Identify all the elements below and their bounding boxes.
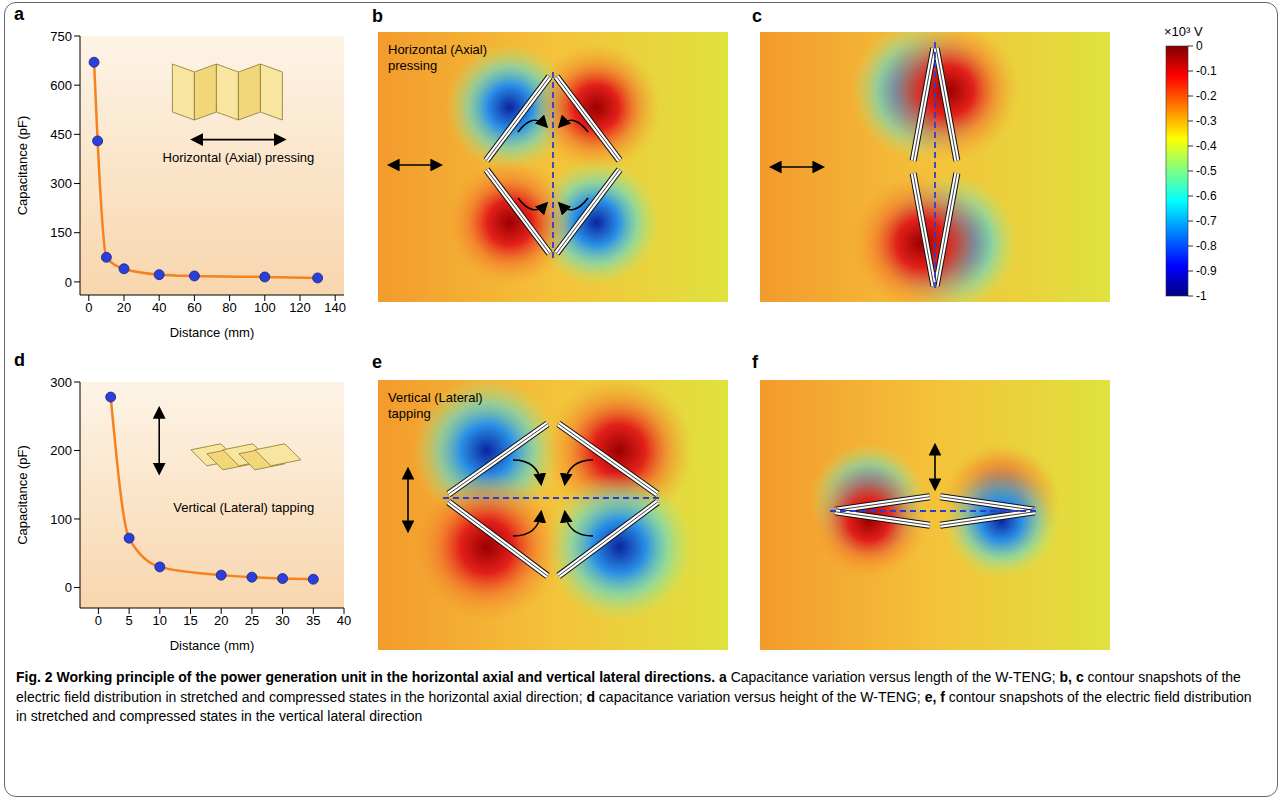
svg-text:30: 30 xyxy=(275,613,289,628)
svg-text:Capacitance (pF): Capacitance (pF) xyxy=(15,116,30,216)
svg-text:-0.4: -0.4 xyxy=(1196,139,1217,153)
svg-text:150: 150 xyxy=(50,225,72,240)
svg-text:0: 0 xyxy=(95,613,102,628)
svg-text:25: 25 xyxy=(245,613,259,628)
html-text:Vertical (Lateral) tapping: Vertical (Lateral) tapping xyxy=(173,499,315,515)
html-text:b: b xyxy=(372,6,383,26)
svg-text:-0.2: -0.2 xyxy=(1196,89,1217,103)
html-text:a: a xyxy=(14,4,24,24)
svg-text:-0.3: -0.3 xyxy=(1196,114,1217,128)
svg-text:10: 10 xyxy=(153,613,167,628)
svg-text:-0.1: -0.1 xyxy=(1196,64,1217,78)
svg-text:200: 200 xyxy=(50,443,72,458)
svg-text:×10³ V: ×10³ V xyxy=(1164,24,1203,39)
svg-text:-0.9: -0.9 xyxy=(1196,264,1217,278)
svg-text:750: 750 xyxy=(50,29,72,44)
svg-text:20: 20 xyxy=(214,613,228,628)
svg-text:450: 450 xyxy=(50,127,72,142)
svg-text:140: 140 xyxy=(324,300,346,315)
svg-text:Distance (mm): Distance (mm) xyxy=(170,325,255,340)
svg-text:0: 0 xyxy=(65,580,72,595)
svg-text:-0.6: -0.6 xyxy=(1196,189,1217,203)
svg-text:-1: -1 xyxy=(1196,289,1207,303)
svg-text:300: 300 xyxy=(50,176,72,191)
svg-text:120: 120 xyxy=(289,300,311,315)
svg-text:100: 100 xyxy=(50,512,72,527)
svg-text:15: 15 xyxy=(183,613,197,628)
svg-text:Distance (mm): Distance (mm) xyxy=(170,638,255,653)
svg-text:20: 20 xyxy=(117,300,131,315)
html-text:Fig. 2 Working principle of th: Fig. 2 Working principle of the power ge… xyxy=(16,669,1252,725)
html-text:f: f xyxy=(752,352,758,372)
svg-text:0: 0 xyxy=(65,275,72,290)
html-text:Vertical (Lateral) tapping: Vertical (Lateral) tapping xyxy=(388,390,483,421)
html-text:d: d xyxy=(14,350,25,370)
svg-text:35: 35 xyxy=(306,613,320,628)
svg-text:300: 300 xyxy=(50,375,72,390)
svg-text:0: 0 xyxy=(1196,39,1203,53)
svg-text:Capacitance (pF): Capacitance (pF) xyxy=(15,445,30,545)
svg-text:60: 60 xyxy=(187,300,201,315)
svg-text:40: 40 xyxy=(152,300,166,315)
html-text:Horizontal (Axial) pressing: Horizontal (Axial) pressing xyxy=(388,42,487,73)
html-text:Horizontal (Axial) pressing: Horizontal (Axial) pressing xyxy=(162,150,315,165)
svg-text:-0.7: -0.7 xyxy=(1196,214,1217,228)
svg-text:100: 100 xyxy=(254,300,276,315)
svg-text:0: 0 xyxy=(85,300,92,315)
svg-text:-0.8: -0.8 xyxy=(1196,239,1217,253)
svg-text:600: 600 xyxy=(50,78,72,93)
svg-text:-0.5: -0.5 xyxy=(1196,164,1217,178)
svg-text:80: 80 xyxy=(222,300,236,315)
html-text:c: c xyxy=(752,6,762,26)
svg-text:40: 40 xyxy=(337,613,351,628)
svg-text:5: 5 xyxy=(125,613,132,628)
html-text:e: e xyxy=(372,352,382,372)
